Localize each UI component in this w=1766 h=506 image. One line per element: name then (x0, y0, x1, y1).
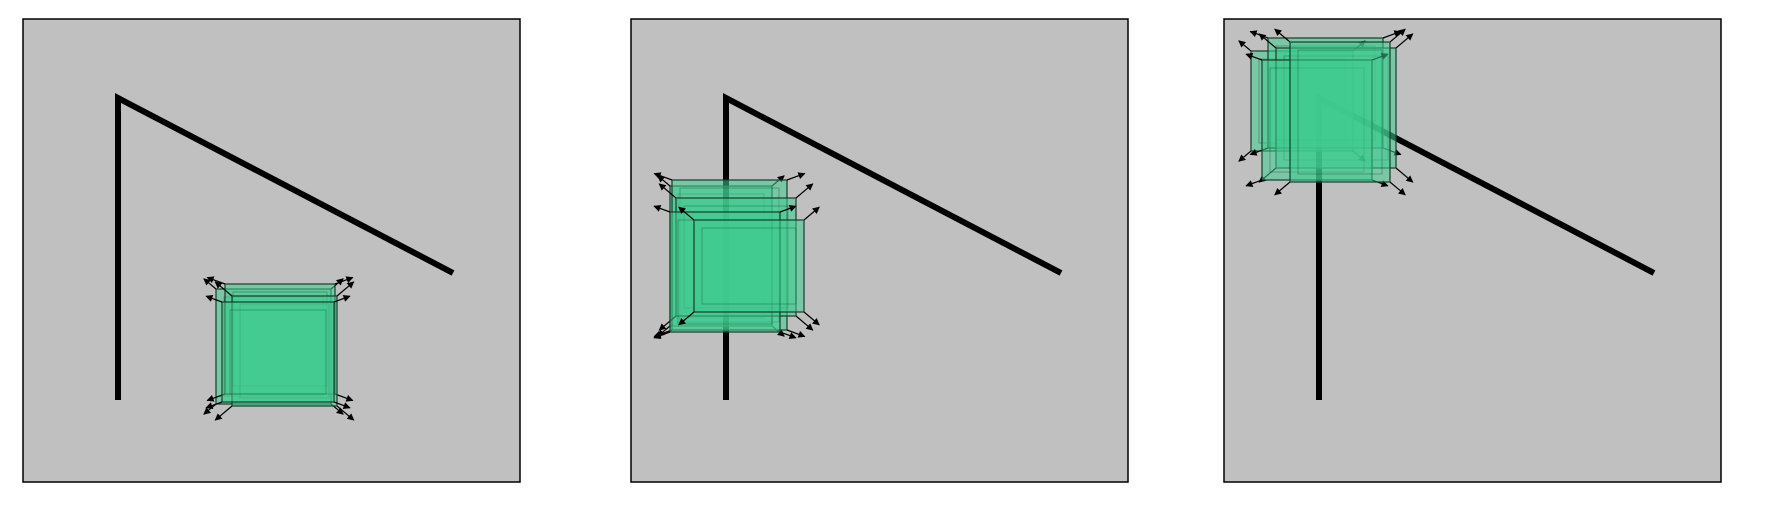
panel-2-box-inner-face (701, 227, 797, 305)
panel-3-motion-arrow (1238, 40, 1252, 52)
panel-1-motion-arrow (336, 281, 355, 297)
panel-2-motion-arrow (795, 183, 814, 199)
panel-2-motion-arrow (803, 206, 820, 221)
panel-2-motion-arrow (653, 331, 671, 339)
panel-1-motion-arrow (205, 295, 223, 303)
panel-2-motion-arrow (779, 205, 797, 213)
panel-2-motion-arrow (678, 311, 695, 326)
panel-2-motion-arrow (779, 331, 797, 339)
panel-3-motion-arrow (1274, 28, 1291, 43)
panel-2-frame (630, 18, 1129, 483)
panel-2-motion-arrow (653, 172, 673, 181)
panel-1-motion-arrow (333, 401, 351, 409)
panel-3-motion-arrow (1258, 33, 1277, 49)
panel-2-box-cluster (653, 172, 820, 339)
panel-1-wall (115, 93, 455, 400)
panel-3-motion-arrow (1395, 33, 1414, 49)
panel-3-box (1289, 41, 1391, 183)
panel-1 (22, 18, 521, 483)
panel-1-box-cluster (203, 276, 355, 421)
panel-3-motion-arrow (1245, 53, 1263, 61)
panel-2 (630, 18, 1129, 483)
panel-1-motion-arrow (334, 276, 354, 285)
panel-1-motion-arrow (333, 295, 351, 303)
panel-1-motion-arrow (214, 405, 233, 421)
panel-1-box-inner-face (229, 309, 327, 395)
panel-3-motion-arrow (1395, 167, 1414, 183)
panel-3 (1223, 18, 1722, 483)
panel-1-motion-arrow (203, 278, 217, 290)
panel-3-motion-arrow (1389, 181, 1406, 196)
panel-1-motion-arrow (336, 405, 355, 421)
panel-3-motion-arrow (1382, 30, 1402, 39)
panel-2-motion-arrow (803, 311, 820, 326)
panel-2-motion-arrow (678, 206, 695, 221)
panel-3-motion-arrow (1389, 28, 1406, 43)
panel-3-motion-arrow (1238, 150, 1252, 162)
panel-3-box-cluster (1238, 28, 1414, 196)
panel-1-motion-arrow (334, 393, 354, 402)
panel-2-box (693, 219, 805, 313)
panel-2-motion-arrow (795, 315, 814, 331)
panel-3-motion-arrow (1245, 179, 1263, 187)
panel-1-motion-arrow (203, 403, 217, 415)
panel-3-motion-arrow (1274, 181, 1291, 196)
panel-2-motion-arrow (658, 183, 677, 199)
panel-1-motion-arrow (205, 401, 223, 409)
panel-2-motion-arrow (786, 172, 806, 181)
panel-2-motion-arrow (653, 205, 671, 213)
panel-1-motion-arrow (214, 281, 233, 297)
panel-1-frame (22, 18, 521, 483)
panel-1-box (221, 301, 335, 403)
panel-3-box-inner-face (1297, 49, 1383, 175)
